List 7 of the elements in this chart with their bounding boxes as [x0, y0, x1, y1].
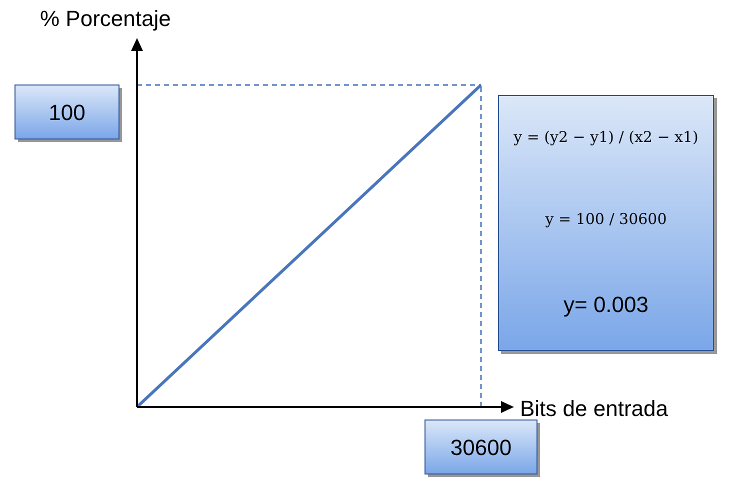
x-axis-title: Bits de entrada: [520, 396, 668, 422]
text: 30600: [450, 435, 512, 460]
annotation: y = (y2 − y1) / (x2 − x1): [514, 128, 698, 146]
annotation: 100: [48, 100, 86, 125]
y-axis-title: % Porcentaje: [40, 6, 171, 32]
annotation: y = 100 / 30600: [545, 210, 667, 228]
annotation: y= 0.003: [563, 292, 648, 318]
